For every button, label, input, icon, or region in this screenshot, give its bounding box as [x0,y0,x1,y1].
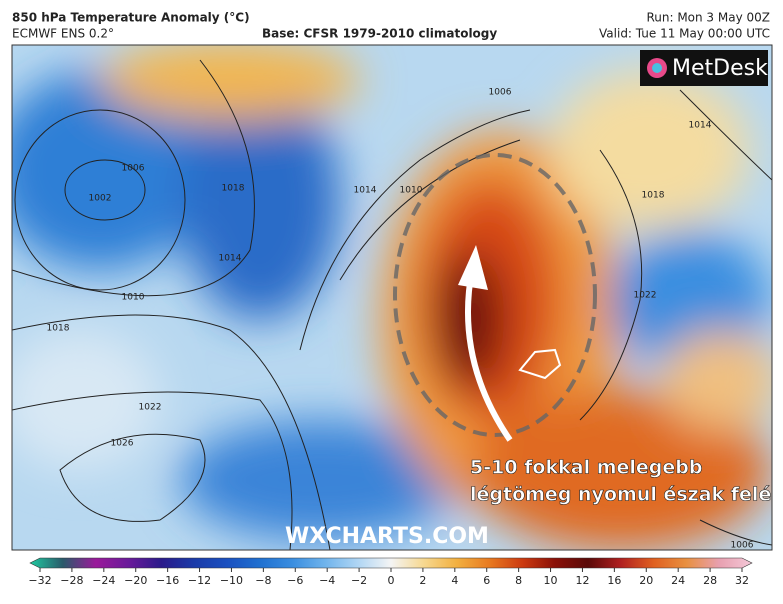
isobar-label: 1006 [731,541,754,551]
isobar-label: 1014 [689,121,712,131]
colorbar-tick-label: −28 [60,574,83,587]
colorbar-tick-label: −2 [351,574,367,587]
base: Base: CFSR 1979-2010 climatology [262,27,497,41]
isobar-label: 1018 [222,184,245,194]
colorbar-tick-label: −6 [287,574,303,587]
colorbar-tick-label: 8 [515,574,522,587]
colorbar-tick-label: −20 [124,574,147,587]
colorbar-tick-label: −4 [319,574,335,587]
watermark: WXCHARTS.COM [285,524,489,549]
colorbar-tick-label: −24 [92,574,115,587]
colorbar-tick-label: −16 [156,574,179,587]
colorbar-bar [29,557,753,569]
colorbar-tick-label: 6 [483,574,490,587]
isobar-label: 1018 [47,324,70,334]
annotation-line: légtömeg nyomul észak felé [470,484,771,506]
map-border [11,44,773,551]
isobar-label: 1006 [489,88,512,98]
isobar-label: 1014 [354,186,377,196]
colorbar-tick-label: 24 [671,574,685,587]
isobar-label: 1026 [111,439,134,449]
map: MetDesk 1006 1002 1010 1018 1022 1026 1018 1014… [12,45,772,551]
isobar-label: 1006 [122,164,145,174]
isobar-label: 1014 [219,254,242,264]
isobar-label: 1002 [89,194,112,204]
run: Run: Mon 3 May 00Z [646,11,770,25]
annotation-line: 5-10 fokkal melegebb [470,457,702,479]
colorbar-tick-label: 20 [639,574,653,587]
colorbar-tick-label: 12 [575,574,589,587]
colorbar-tick-label: 0 [388,574,395,587]
isobar-label: 1010 [400,186,423,196]
colorbar-tick-label: 16 [607,574,621,587]
model: ECMWF ENS 0.2° [12,27,114,41]
colorbar-tick-label: 28 [703,574,717,587]
colorbar-tick-label: −10 [220,574,243,587]
logo: MetDesk [672,56,768,81]
colorbar: −32 −28 −24 −20 −16 −12 −10 −8 −6 −4 −2 0 2 4 6 8 10 12 16… [28,557,753,587]
colorbar-tick-label: 10 [544,574,558,587]
isobar-label: 1018 [642,191,665,201]
colorbar-tick-label: 32 [735,574,749,587]
colorbar-tick-label: −8 [255,574,271,587]
colorbar-tick-label: −12 [188,574,211,587]
colorbar-tick-label: −32 [28,574,51,587]
isobar-label: 1022 [139,403,162,413]
colorbar-tick-label: 4 [451,574,458,587]
title: 850 hPa Temperature Anomaly (°C) [12,11,250,25]
isobar-label: 1022 [634,291,657,301]
isobar-label: 1010 [122,293,145,303]
valid: Valid: Tue 11 May 00:00 UTC [599,27,770,41]
colorbar-tick-label: 2 [419,574,426,587]
